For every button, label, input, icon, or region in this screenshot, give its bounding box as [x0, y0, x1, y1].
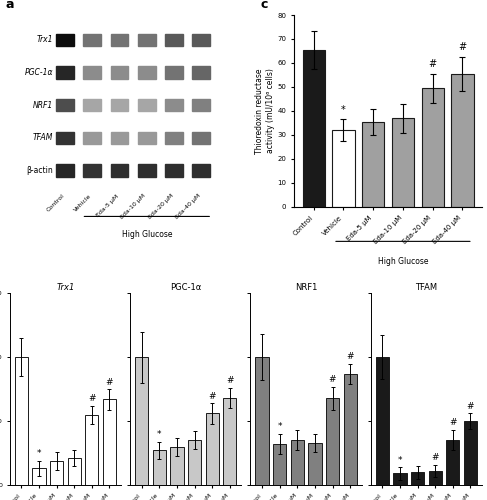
- Bar: [291, 440, 304, 485]
- Bar: [83, 34, 101, 46]
- Bar: [165, 164, 183, 176]
- Bar: [343, 374, 357, 485]
- Title: PGC-1α: PGC-1α: [170, 284, 202, 292]
- Bar: [192, 99, 210, 112]
- Bar: [326, 398, 339, 485]
- Title: NRF1: NRF1: [295, 284, 318, 292]
- Text: *: *: [398, 456, 402, 464]
- Text: #: #: [208, 392, 216, 400]
- Text: *: *: [278, 422, 282, 432]
- Bar: [256, 357, 269, 485]
- Bar: [393, 474, 407, 485]
- Bar: [165, 132, 183, 144]
- Bar: [165, 66, 183, 79]
- Bar: [56, 34, 74, 46]
- Bar: [192, 66, 210, 79]
- Bar: [50, 460, 63, 485]
- Bar: [192, 34, 210, 46]
- Bar: [332, 130, 355, 207]
- Bar: [111, 164, 129, 176]
- Bar: [138, 66, 156, 79]
- Text: Trx1: Trx1: [37, 36, 53, 44]
- Bar: [362, 122, 384, 207]
- Bar: [135, 357, 149, 485]
- Bar: [83, 66, 101, 79]
- Bar: [376, 357, 389, 485]
- Bar: [192, 164, 210, 176]
- Bar: [451, 74, 473, 207]
- Bar: [464, 421, 477, 485]
- Bar: [165, 34, 183, 46]
- Bar: [111, 66, 129, 79]
- Text: #: #: [449, 418, 457, 428]
- Bar: [15, 357, 28, 485]
- Text: c: c: [260, 0, 267, 11]
- Title: TFAM: TFAM: [415, 284, 437, 292]
- Text: #: #: [458, 42, 467, 52]
- Bar: [138, 99, 156, 112]
- Bar: [153, 450, 166, 485]
- Bar: [56, 164, 74, 176]
- Bar: [111, 132, 129, 144]
- Text: NRF1: NRF1: [33, 100, 53, 110]
- Bar: [138, 34, 156, 46]
- Title: Trx1: Trx1: [56, 284, 75, 292]
- Bar: [68, 458, 81, 485]
- Bar: [83, 99, 101, 112]
- Bar: [83, 164, 101, 176]
- Text: #: #: [431, 453, 439, 462]
- Bar: [103, 400, 116, 485]
- Bar: [111, 99, 129, 112]
- Text: Eda-40 μM: Eda-40 μM: [174, 194, 201, 220]
- Bar: [138, 132, 156, 144]
- Bar: [33, 468, 46, 485]
- Text: *: *: [341, 104, 346, 115]
- Y-axis label: Thioredoxin reductase
activity (mU/10⁶ cells): Thioredoxin reductase activity (mU/10⁶ c…: [255, 68, 275, 154]
- Text: #: #: [467, 402, 474, 411]
- Text: #: #: [346, 352, 354, 361]
- Bar: [188, 440, 201, 485]
- Bar: [223, 398, 236, 485]
- Bar: [56, 132, 74, 144]
- Bar: [273, 444, 286, 485]
- Text: Eda-20 μM: Eda-20 μM: [147, 194, 174, 220]
- Text: *: *: [157, 430, 162, 439]
- Bar: [302, 50, 325, 207]
- Text: #: #: [88, 394, 95, 403]
- Bar: [56, 99, 74, 112]
- Bar: [392, 118, 414, 207]
- Text: #: #: [329, 375, 336, 384]
- Text: a: a: [6, 0, 14, 11]
- Bar: [411, 472, 424, 485]
- Bar: [138, 164, 156, 176]
- Bar: [83, 132, 101, 144]
- Bar: [111, 34, 129, 46]
- Text: β-actin: β-actin: [26, 166, 53, 175]
- Text: Vehicle: Vehicle: [73, 194, 93, 213]
- Bar: [422, 88, 444, 207]
- Text: PGC-1α: PGC-1α: [25, 68, 53, 77]
- Bar: [429, 471, 442, 485]
- Text: High Glucose: High Glucose: [378, 256, 428, 266]
- Bar: [85, 414, 98, 485]
- Bar: [308, 443, 321, 485]
- Bar: [165, 99, 183, 112]
- Text: #: #: [106, 378, 113, 386]
- Bar: [192, 132, 210, 144]
- Bar: [446, 440, 459, 485]
- Text: Control: Control: [45, 194, 65, 213]
- Text: *: *: [37, 449, 41, 458]
- Text: High Glucose: High Glucose: [122, 230, 172, 239]
- Text: TFAM: TFAM: [33, 134, 53, 142]
- Text: #: #: [429, 59, 437, 69]
- Text: Eda-5 μM: Eda-5 μM: [95, 194, 119, 218]
- Text: Eda-10 μM: Eda-10 μM: [120, 194, 147, 220]
- Bar: [56, 66, 74, 79]
- Bar: [206, 414, 219, 485]
- Text: #: #: [226, 376, 234, 385]
- Bar: [170, 446, 184, 485]
